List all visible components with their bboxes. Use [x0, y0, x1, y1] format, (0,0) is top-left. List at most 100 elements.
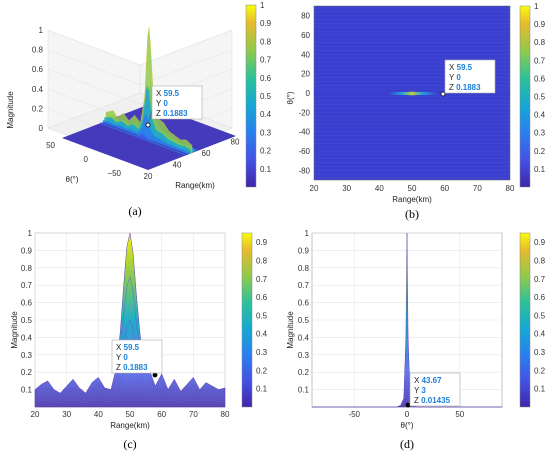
- datatip-z-value: 0.01435: [421, 396, 450, 405]
- y-tick-label: -80: [298, 166, 310, 175]
- y-tick-label: −50: [107, 169, 121, 178]
- x-tick-label: 30: [62, 410, 71, 419]
- y-tick-label: 0.2: [21, 368, 33, 377]
- colorbar-tick-label: 0.6: [260, 74, 272, 83]
- y-tick-label: 0.3: [298, 351, 310, 360]
- colorbar-tick-label: 0.1: [260, 165, 272, 174]
- z-tick-label: 0.8: [32, 46, 44, 55]
- y-tick-label: 0.1: [298, 386, 310, 395]
- profile-layer-line: [34, 276, 226, 397]
- z-tick-label: 0.4: [32, 85, 44, 94]
- panel-b: 20 30 40 50 60 70 80 80 60 40 20 0 -20 -40 -60 -80 Rang…: [286, 2, 546, 221]
- surface-slice: [99, 122, 187, 156]
- grid-line: [139, 49, 233, 85]
- y-tick-label: -60: [298, 147, 310, 156]
- colorbar-tick-label: 0.1: [534, 165, 546, 174]
- axis-ticks: 20 30 40 50 60 70 80 80 60 40 20 0 -20 -40 -60 -80: [298, 12, 515, 193]
- y-tick-label: 60: [301, 31, 310, 40]
- svg-text:Y 3: Y 3: [414, 386, 426, 395]
- y-tick-label: 0.8: [21, 264, 33, 273]
- x-axis-label: θ(°): [401, 421, 414, 430]
- y-axis-label: θ(°): [286, 91, 295, 104]
- colorbar-tick-label: 0.2: [534, 147, 546, 156]
- y-tick-label: 0.4: [21, 333, 33, 342]
- x-axis-label: Range(km): [110, 421, 150, 430]
- x-tick-label: 70: [189, 410, 198, 419]
- datatip-b: X 59.5 Y 0 Z 0.1883: [440, 59, 496, 97]
- datatip-marker: [145, 122, 151, 128]
- y-tick-label: 0.2: [298, 368, 310, 377]
- y-axis-label: Magnitude: [10, 311, 19, 349]
- colorbar-tick-label: 0.3: [256, 348, 268, 357]
- colorbar-tick-label: 0.2: [260, 147, 272, 156]
- colorbar-tick-label: 0.7: [260, 56, 272, 65]
- colorbar-ticks: 0.1 0.2 0.3 0.4 0.5 0.6 0.7 0.8 0.9 1: [260, 1, 272, 174]
- x-tick-label: 80: [506, 184, 515, 193]
- datatip-z-value: 0.1883: [163, 109, 188, 118]
- colorbar-tick-label: 0.8: [256, 256, 268, 265]
- surface-slice: [102, 113, 190, 155]
- colorbar-tick-label: 0.2: [256, 366, 268, 375]
- svg-text:X 59.5: X 59.5: [116, 343, 140, 352]
- colorbar-tick-label: 0.5: [534, 311, 546, 320]
- z-tick-label: 1: [39, 26, 44, 35]
- svg-text:X 43.67: X 43.67: [414, 376, 442, 385]
- colorbar-tick-label: 0.9: [534, 20, 546, 29]
- datatip-x-value: 43.67: [422, 376, 443, 385]
- colorbar-tick-label: 0.8: [534, 256, 546, 265]
- colorbar-a: [245, 4, 257, 188]
- x-tick-label: 60: [440, 184, 449, 193]
- datatip-x-value: 59.5: [457, 63, 473, 72]
- x-tick-label: 80: [221, 410, 230, 419]
- colorbar-b: [519, 5, 531, 188]
- colorbar-tick-label: 0.2: [534, 366, 546, 375]
- colorbar-tick-label: 0.6: [534, 74, 546, 83]
- z-axis-label: Magnitude: [6, 91, 15, 129]
- x-tick-label: 50: [455, 410, 464, 419]
- y-tick-label: -40: [298, 128, 310, 137]
- caption-a: (a): [128, 204, 141, 218]
- colorbar-d: [519, 232, 531, 408]
- datatip-x-value: 59.5: [164, 89, 180, 98]
- svg-text:X 59.5: X 59.5: [449, 63, 473, 72]
- profile-layer-line: [34, 319, 226, 401]
- x-tick-label: 20: [310, 184, 319, 193]
- colorbar-tick-label: 0.8: [260, 37, 272, 46]
- x-tick-label: 20: [144, 172, 153, 181]
- y-tick-label: 0.6: [21, 299, 33, 308]
- x-tick-label: 20: [31, 410, 40, 419]
- svg-text:Z 0.01435: Z 0.01435: [414, 396, 451, 405]
- colorbar-tick-label: 0.9: [534, 238, 546, 247]
- colorbar-tick-label: 0.4: [260, 110, 272, 119]
- colorbar-tick-label: 0.9: [256, 238, 268, 247]
- x-tick-label: 50: [408, 184, 417, 193]
- datatip-marker: [440, 91, 446, 97]
- colorbar-tick-label: 0.3: [260, 128, 272, 137]
- colorbar-c: [241, 232, 253, 408]
- y-tick-label: -20: [298, 108, 310, 117]
- svg-text:Y 0: Y 0: [156, 99, 168, 108]
- svg-text:X 59.5: X 59.5: [156, 89, 180, 98]
- x-tick-label: 70: [473, 184, 482, 193]
- colorbar-ticks: 0.1 0.2 0.3 0.4 0.5 0.6 0.7 0.8 0.9 1: [534, 2, 546, 174]
- caption-d: (d): [400, 437, 414, 451]
- y-tick-label: 0: [306, 89, 311, 98]
- surface-ridge: [99, 26, 199, 156]
- x-tick-label: 40: [94, 410, 103, 419]
- datatip-a: X 59.5 Y 0 Z 0.1883: [145, 85, 203, 128]
- y-tick-label: 40: [301, 50, 310, 59]
- y-tick-label: 20: [301, 70, 310, 79]
- y-tick-label: 0.1: [21, 386, 33, 395]
- svg-text:Z 0.1883: Z 0.1883: [116, 363, 148, 372]
- grid-line: [47, 49, 141, 85]
- x-axis-label: Range(km): [392, 195, 432, 204]
- y-tick-label: 1: [28, 229, 33, 238]
- svg-text:Z 0.1883: Z 0.1883: [449, 83, 481, 92]
- colorbar-tick-label: 0.7: [256, 275, 268, 284]
- y-tick-label: 0.5: [298, 316, 310, 325]
- x-tick-label: 60: [157, 410, 166, 419]
- colorbar-tick-label: 0.1: [534, 385, 546, 394]
- axis-ticks: 20 30 40 50 60 70 80 0.1 0.2 0.3 0.4 0.5 0.6 0.7 0.8 0.…: [21, 229, 230, 419]
- y-tick-label: 0.7: [298, 281, 310, 290]
